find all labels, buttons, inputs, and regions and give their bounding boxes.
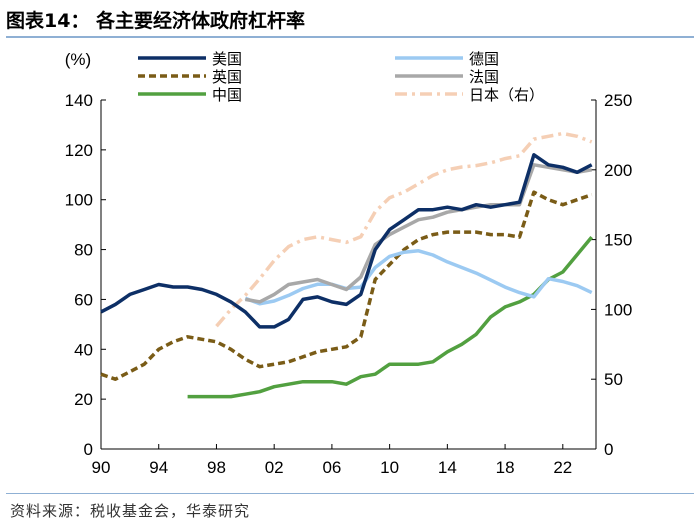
y-right-tick-label: 150 — [604, 231, 632, 250]
legend-label-法国: 法国 — [469, 68, 499, 86]
x-tick-label: 02 — [265, 458, 284, 477]
y-left-tick-label: 140 — [65, 91, 93, 110]
legend-label-德国: 德国 — [469, 50, 499, 68]
x-tick-label: 98 — [207, 458, 226, 477]
series-line-美国 — [100, 153, 593, 329]
y-left-tick-label: 20 — [74, 390, 93, 409]
legend-label-美国: 美国 — [212, 50, 242, 68]
x-tick-label: 90 — [92, 458, 111, 477]
series-line-德国 — [244, 249, 593, 306]
footer-divider — [6, 493, 694, 494]
y-right-tick-label: 200 — [604, 161, 632, 180]
series-line-中国 — [187, 235, 594, 399]
series-line-法国 — [245, 163, 592, 304]
title-divider — [6, 36, 694, 38]
y-left-tick-label: 120 — [65, 141, 93, 160]
chart-title: 图表14： 各主要经济体政府杠杆率 — [6, 10, 306, 32]
x-tick-label: 94 — [149, 458, 168, 477]
y-left-tick-label: 40 — [74, 340, 93, 359]
legend-label-英国: 英国 — [212, 68, 242, 86]
x-tick-label: 14 — [438, 458, 457, 477]
x-tick-label: 18 — [496, 458, 515, 477]
series-line-英国 — [100, 190, 593, 381]
y-axis-unit-label: (%) — [65, 50, 91, 69]
legend-label-日本（右）: 日本（右） — [469, 86, 544, 104]
y-right-tick-label: 100 — [604, 300, 632, 319]
chart-series-lines — [100, 131, 594, 399]
y-right-tick-label: 250 — [604, 91, 632, 110]
source-note: 资料来源：税收基金会，华泰研究 — [10, 502, 251, 520]
y-left-tick-label: 100 — [65, 191, 93, 210]
y-left-tick-label: 80 — [74, 241, 93, 260]
series-line-日本（右） — [215, 131, 593, 328]
y-left-tick-label: 0 — [84, 440, 93, 459]
y-right-tick-label: 0 — [604, 440, 613, 459]
x-tick-label: 06 — [322, 458, 341, 477]
legend-label-中国: 中国 — [212, 86, 242, 104]
y-right-tick-label: 50 — [604, 370, 623, 389]
x-tick-label: 10 — [380, 458, 399, 477]
y-left-tick-label: 60 — [74, 290, 93, 309]
x-tick-label: 22 — [553, 458, 572, 477]
